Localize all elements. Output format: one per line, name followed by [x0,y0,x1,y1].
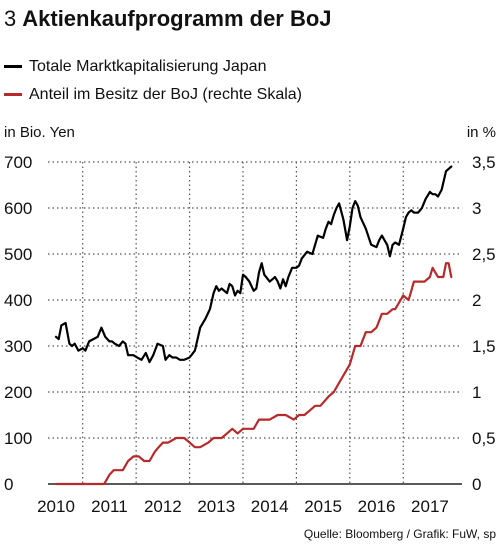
x-tick-label: 2017 [411,497,449,516]
left-tick-label: 0 [4,475,13,494]
left-tick-label: 700 [4,153,32,172]
left-tick-label: 400 [4,291,32,310]
right-tick-label: 2,5 [472,245,496,264]
legend-swatch-boj-share [4,93,22,97]
right-tick-label: 1 [472,383,481,402]
legend-item-boj-share: Anteil im Besitz der BoJ (rechte Skala) [4,86,302,104]
left-tick-label: 300 [4,337,32,356]
x-tick-label: 2015 [304,497,342,516]
figure-number: 3 [4,6,17,31]
legend-swatch-market-cap [4,65,22,69]
chart-title: Aktienkaufprogramm der BoJ [22,6,332,31]
right-tick-label: 0,5 [472,429,496,448]
x-tick-label: 2012 [144,497,182,516]
left-tick-label: 500 [4,245,32,264]
legend-label-market-cap: Totale Marktkapitalisierung Japan [29,58,267,75]
left-tick-label: 100 [4,429,32,448]
chart-source: Quelle: Bloomberg / Grafik: FuW, sp [303,527,496,541]
series-line-market-cap [54,165,453,364]
right-tick-label: 2 [472,291,481,310]
legend-item-market-cap: Totale Marktkapitalisierung Japan [4,58,266,76]
series-line-boj-share [54,262,453,486]
left-tick-label: 600 [4,199,32,218]
left-tick-label: 200 [4,383,32,402]
x-tick-label: 2013 [197,497,235,516]
right-tick-label: 1,5 [472,337,496,356]
legend-label-boj-share: Anteil im Besitz der BoJ (rechte Skala) [29,86,302,103]
left-axis-title: in Bio. Yen [4,124,75,141]
right-tick-label: 3,5 [472,153,496,172]
x-tick-label: 2014 [251,497,289,516]
right-tick-label: 3 [472,199,481,218]
right-tick-label: 0 [472,475,481,494]
x-tick-label: 2010 [37,497,75,516]
x-tick-label: 2011 [91,497,128,516]
chart-title-row: 3 Aktienkaufprogramm der BoJ [4,6,332,32]
x-tick-label: 2016 [358,497,396,516]
right-axis-title: in % [467,124,496,141]
